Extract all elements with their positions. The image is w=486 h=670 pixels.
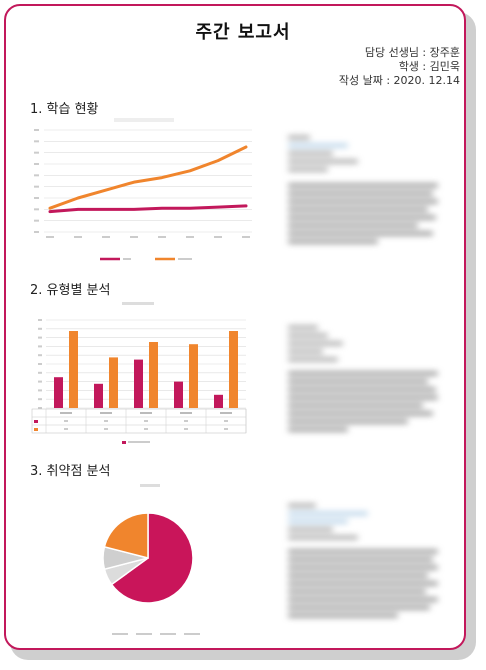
chart1-series-2-line — [48, 145, 248, 210]
chart2-table-cell — [144, 428, 148, 430]
chart1-y-tick-label — [34, 219, 39, 222]
chart2-bar-2-2 — [109, 357, 118, 408]
chart2-table-cell — [184, 428, 188, 430]
chart1-y-tick-label — [34, 129, 39, 131]
chart1-x-tick-label — [130, 236, 138, 238]
chart2-bar-1-4 — [174, 381, 183, 408]
chart1-title-placeholder — [114, 118, 174, 122]
chart2-y-tick-label — [38, 345, 42, 348]
type-analysis-bar-chart — [31, 302, 247, 444]
chart2-legend-label — [128, 441, 150, 443]
chart1-y-tick-label — [34, 231, 39, 233]
chart1-x-tick-label — [158, 236, 166, 238]
comment-block-1 — [288, 132, 448, 252]
chart3-slice-4 — [103, 512, 149, 559]
chart2-legend-swatch — [122, 441, 126, 444]
chart1-y-tick-label — [34, 174, 39, 177]
report-title: 주간 보고서 — [195, 22, 291, 43]
chart2-table-cell — [64, 428, 68, 430]
chart2-table-cell — [224, 428, 228, 430]
section-title-1: 1. 학습 현황 — [30, 102, 99, 117]
section-title-3: 3. 취약점 분석 — [30, 464, 111, 479]
chart1-y-tick-label — [34, 197, 39, 199]
chart2-y-tick-label — [38, 407, 42, 409]
chart2-table-cell — [144, 420, 148, 422]
chart1-x-tick-label — [186, 236, 194, 238]
learning-status-line-chart — [34, 118, 252, 261]
chart2-bar-1-2 — [94, 383, 103, 408]
chart2-y-tick-label — [38, 389, 42, 392]
chart1-y-tick-label — [34, 185, 39, 188]
chart1-y-tick-label — [34, 151, 39, 154]
chart2-y-tick-label — [38, 354, 42, 357]
chart1-y-tick-label — [34, 163, 39, 165]
chart1-x-tick-label — [74, 236, 82, 238]
student-line: 학생 : 김민욱 — [398, 60, 460, 73]
chart2-bar-2-5 — [229, 331, 238, 408]
chart1-y-tick-label — [34, 208, 39, 211]
report-card — [4, 4, 466, 650]
chart1-x-tick-label — [242, 236, 250, 238]
chart2-table-cell — [64, 420, 68, 422]
chart1-x-tick-label — [102, 236, 110, 238]
chart2-y-tick-label — [38, 336, 42, 339]
chart1-x-tick-label — [214, 236, 222, 238]
chart3-slice-1 — [110, 512, 194, 604]
chart2-y-tick-label — [38, 327, 42, 330]
chart2-title-placeholder — [122, 302, 154, 305]
chart1-x-tick-label — [46, 236, 54, 238]
chart1-series-1-line — [48, 204, 248, 214]
chart1-y-tick-label — [34, 140, 39, 143]
chart2-table-cell — [104, 428, 108, 430]
chart2-table-swatch-1 — [34, 420, 38, 423]
chart2-table-header-cell — [180, 412, 192, 414]
chart3-legend-label-3 — [160, 633, 176, 635]
chart2-table-header-cell — [60, 412, 72, 414]
chart2-y-tick-label — [38, 380, 42, 383]
chart2-bar-2-1 — [69, 331, 78, 408]
comment-block-2 — [288, 322, 448, 437]
date-line: 작성 날짜 : 2020. 12.14 — [338, 74, 460, 87]
section-title-2: 2. 유형별 분석 — [30, 283, 111, 298]
chart2-table-cell — [224, 420, 228, 422]
chart2-bar-2-4 — [189, 344, 198, 408]
chart2-y-tick-label — [38, 371, 42, 374]
chart2-table-header-cell — [100, 412, 112, 414]
chart2-table-swatch-2 — [34, 428, 38, 431]
chart2-table-header-cell — [140, 412, 152, 414]
comment-block-3 — [288, 500, 448, 630]
chart3-legend-label-1 — [112, 633, 128, 635]
chart2-y-tick-label — [38, 363, 42, 365]
chart2-bar-2-3 — [149, 342, 158, 408]
chart2-table-cell — [184, 420, 188, 422]
chart1-legend-label-2 — [178, 258, 192, 260]
chart2-bar-1-1 — [54, 377, 63, 408]
weakness-pie-chart — [102, 484, 200, 635]
chart3-legend-label-4 — [184, 633, 200, 635]
chart2-bar-1-3 — [134, 359, 143, 408]
chart1-legend-label-1 — [123, 258, 131, 260]
chart2-y-tick-label — [38, 319, 42, 321]
chart2-bar-1-5 — [214, 394, 223, 408]
chart3-title-placeholder — [140, 484, 160, 487]
chart2-table-header-cell — [220, 412, 232, 414]
teacher-line: 담당 선생님 : 장주훈 — [364, 46, 460, 59]
chart3-legend-label-2 — [136, 633, 152, 635]
chart2-y-tick-label — [38, 398, 42, 401]
chart2-table-cell — [104, 420, 108, 422]
